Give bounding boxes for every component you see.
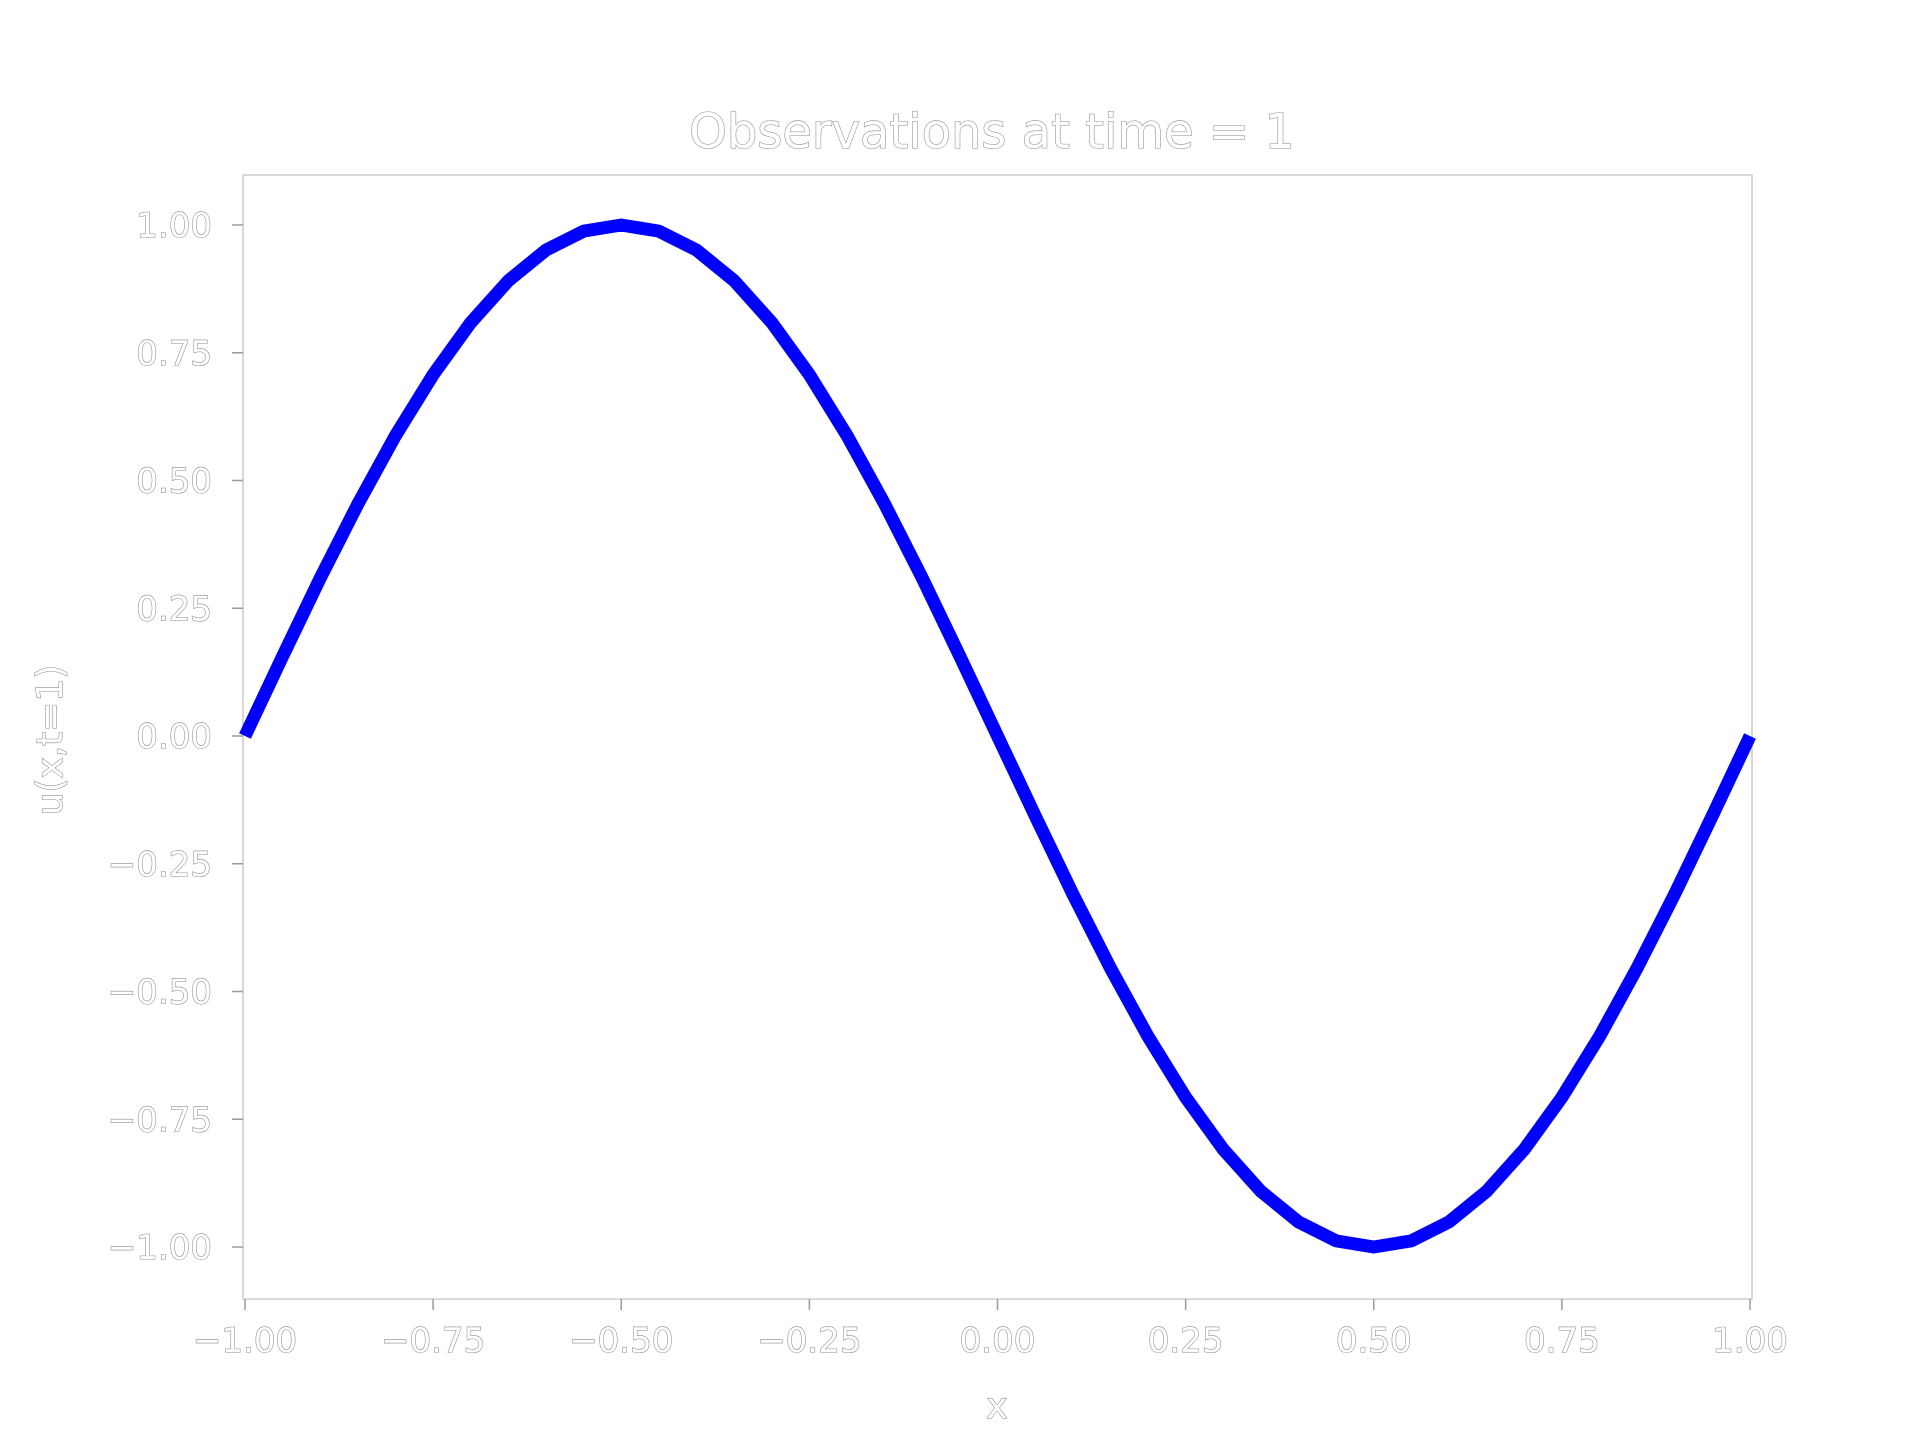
x-axis: −1.00 −0.75 −0.50 −0.25 0.00 0.25 0.50 0.75 1.00	[192, 1299, 1788, 1362]
x-tick-label: 0.00	[960, 1321, 1036, 1361]
y-tick-label: −0.50	[108, 973, 212, 1013]
x-tick-label: −1.00	[193, 1321, 297, 1361]
x-tick-label: 0.25	[1148, 1321, 1224, 1361]
x-tick-label: −0.75	[381, 1321, 485, 1361]
x-axis-label: x	[986, 1386, 1007, 1427]
y-axis: 1.00 0.75 0.50 0.25 0.00 −0.25 −0.50 −0.75 −1.00	[107, 205, 243, 1269]
y-axis-label: u(x,t=1)	[30, 665, 71, 816]
series-layer	[239, 218, 1756, 1254]
x-tick-label: 0.50	[1336, 1321, 1412, 1361]
x-tick-label: −0.50	[569, 1321, 673, 1361]
y-tick-label: 0.00	[136, 717, 212, 757]
y-tick-label: 0.75	[136, 334, 212, 374]
y-tick-label: −1.00	[108, 1228, 212, 1268]
y-tick-label: −0.75	[108, 1100, 212, 1140]
chart-title: Observations at time = 1	[689, 104, 1295, 160]
y-tick-label: −0.25	[108, 845, 212, 885]
x-tick-label: 0.75	[1524, 1321, 1600, 1361]
y-tick-label: 1.00	[136, 206, 212, 246]
x-tick-label: −0.25	[757, 1321, 861, 1361]
y-tick-label: 0.25	[136, 589, 212, 629]
series-line	[239, 218, 1756, 1254]
y-tick-label: 0.50	[136, 462, 212, 502]
x-tick-label: 1.00	[1712, 1321, 1788, 1361]
